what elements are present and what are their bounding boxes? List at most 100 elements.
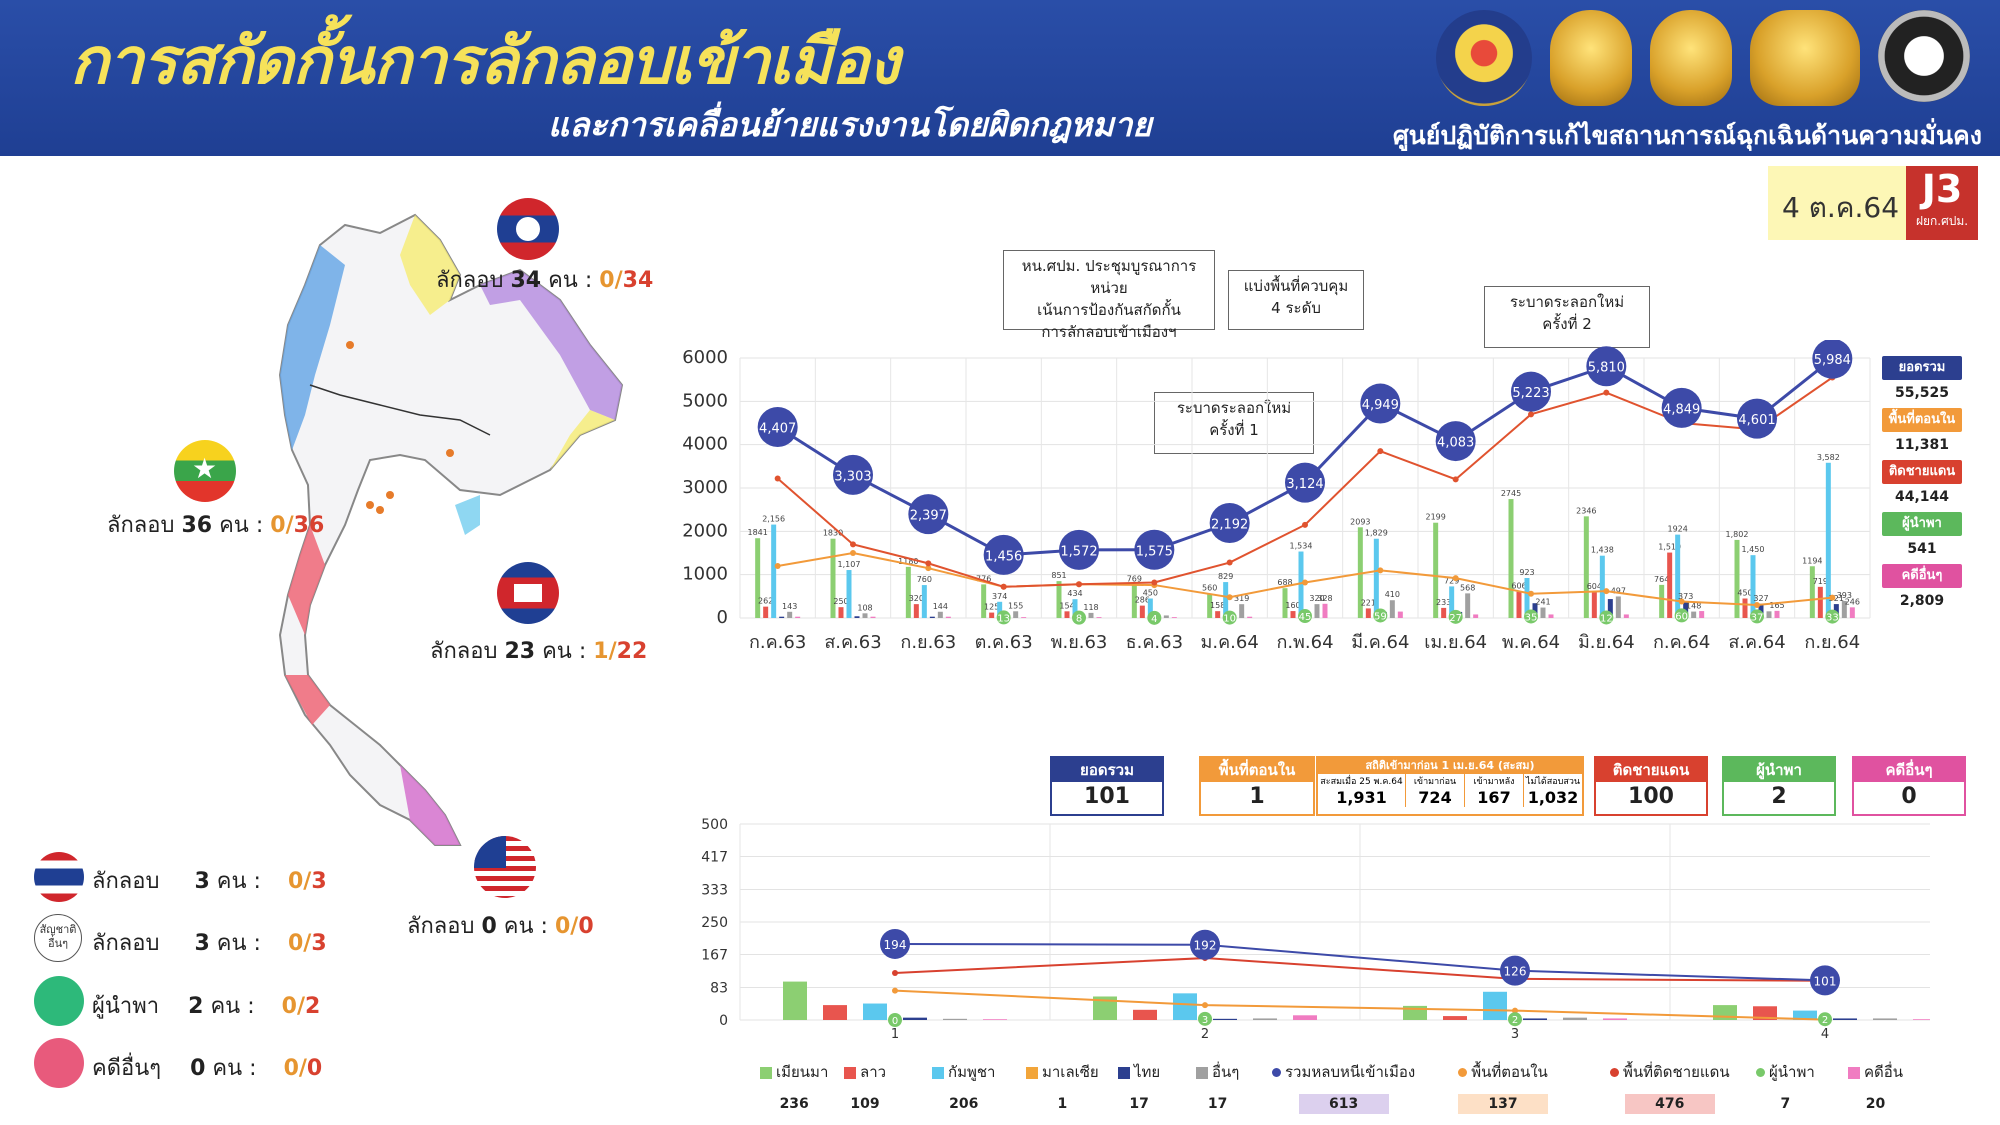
legend-item: ไทย 17 — [1118, 1060, 1160, 1114]
side-kpi-label: ติดชายแดน — [1882, 460, 1962, 484]
bar-เมียนมา — [981, 584, 987, 618]
myanmar-a: 0 — [270, 513, 286, 538]
point-ยอดรวม — [1209, 503, 1250, 544]
legend-swatch-icon — [1610, 1068, 1619, 1077]
bar-ลาว — [989, 612, 995, 618]
summary-inland-value: 1 — [1249, 784, 1265, 809]
point-value-label: 59 — [1374, 611, 1387, 622]
myanmar-prefix: ลักลอบ — [107, 513, 175, 538]
side-kpi-value: 11,381 — [1894, 437, 1950, 453]
cambodia-prefix: ลักลอบ — [430, 639, 498, 664]
point-พื้นที่ตอนใน — [1528, 590, 1534, 597]
point-value-label: 1,572 — [1060, 544, 1097, 559]
stats-col-value: 167 — [1477, 788, 1511, 807]
map-boundary-line — [309, 384, 491, 436]
point-ยอดรวม — [757, 407, 798, 448]
bar-อื่นๆ — [1465, 593, 1471, 618]
legend-item: ผู้นำพา 7 — [1756, 1060, 1815, 1114]
bar-อื่นๆ — [1615, 596, 1621, 618]
legend-label: เมียนมา — [776, 1063, 829, 1081]
legend-item: มาเลเซีย 1 — [1026, 1060, 1099, 1114]
stats-col-label: เข้ามาหลัง — [1473, 777, 1515, 787]
bar-value-label: 923 — [1519, 568, 1534, 577]
malaysia-count-value: 0 — [481, 914, 497, 939]
bar-ลาว — [1742, 598, 1748, 618]
legend-item: พื้นที่ตอนใน 137 — [1458, 1060, 1548, 1114]
callout-line: ระบาดระลอกใหม่ — [1176, 399, 1292, 417]
y-tick-label: 4000 — [682, 434, 728, 455]
bar-คดีอื่นๆ — [1473, 614, 1479, 618]
bar-กัมพูชา — [1147, 598, 1153, 618]
bar-ไทย — [1607, 599, 1613, 618]
legend-value: 137 — [1458, 1094, 1548, 1114]
bar-value-label: 2,156 — [762, 515, 785, 524]
left-legend-other-nationality: ลักลอบ 3 คน : 0/3 — [92, 931, 327, 956]
legend-row: กัมพูชา — [932, 1060, 995, 1084]
laos-count-value: 34 — [510, 268, 542, 293]
bar-คดีอื่นๆ — [870, 616, 876, 618]
point-value-label: 3,124 — [1286, 477, 1323, 492]
legend-item: คดีอื่น 20 — [1848, 1060, 1903, 1114]
bar-value-label: 118 — [1083, 603, 1098, 612]
bar-value-label: 1830 — [823, 529, 843, 538]
point-ผู้นำพา — [1825, 609, 1840, 624]
stats-col-label: ไม่ได้สอบสวน — [1525, 777, 1581, 787]
y-tick-label: 5000 — [682, 390, 728, 411]
bar-อื่นๆ — [1691, 611, 1697, 618]
x-tick-label: ก.ค.64 — [1653, 632, 1710, 653]
point-ยอดรวม — [1285, 462, 1325, 503]
stats-col-label: เข้ามาก่อน — [1413, 777, 1457, 787]
callout-line: ครั้งที่ 2 — [1542, 315, 1592, 333]
report-date: 4 ต.ค.64 — [1782, 191, 1900, 224]
bar-value-label: 568 — [1460, 583, 1475, 592]
y-tick-label: 417 — [701, 850, 728, 866]
legend-value: 206 — [949, 1096, 979, 1112]
monthly-chart: 0 1000 2000 3000 4000 5000 6000 ก.ค.63 ส.ค.63 ก.ย… — [682, 340, 1871, 653]
other-nationality-icon: สัญชาติอื่นๆ — [34, 914, 82, 962]
bar-ลาว — [1064, 611, 1070, 618]
bar-กัมพูชา — [1173, 993, 1197, 1020]
agency-name: ศูนย์ปฏิบัติการแก้ไขสถานการณ์ฉุกเฉินด้าน… — [1392, 121, 1982, 150]
stats-col: เข้ามาหลัง 167 — [1465, 774, 1524, 807]
point-พื้นที่ตอนใน — [850, 550, 856, 556]
summary-inland-label: พื้นที่ตอนใน — [1201, 758, 1313, 782]
legend-label: ลักลอบ — [92, 869, 160, 894]
bar-value-label: 250 — [833, 597, 848, 606]
bar-อื่นๆ — [1013, 611, 1019, 618]
legend-label: คดีอื่น — [1864, 1063, 1904, 1081]
map-zone-west-red — [288, 525, 325, 635]
map-incident-dot — [446, 449, 454, 457]
cambodia-count: ลักลอบ 23 คน : 1/22 — [430, 639, 648, 664]
bar-value-label: 450 — [1737, 589, 1752, 598]
summary-inland: พื้นที่ตอนใน 1 — [1199, 756, 1315, 816]
legend-value: 109 — [850, 1096, 880, 1112]
point-value-label: 101 — [1814, 974, 1837, 988]
bar-value-label: 108 — [857, 603, 872, 612]
bar-คดีอื่นๆ — [1849, 607, 1855, 618]
y-tick-label: 0 — [719, 1013, 728, 1029]
point-ยอดรวม — [1586, 346, 1627, 387]
side-kpi-value: 44,144 — [1894, 489, 1950, 505]
laos-unit: คน — [548, 268, 578, 293]
legend-value: 476 — [1624, 1094, 1715, 1114]
point-value-label: 1,575 — [1136, 544, 1173, 559]
callout-line: ครั้งที่ 1 — [1209, 421, 1259, 439]
legend-row: ไทย — [1118, 1060, 1160, 1084]
bar-ลาว — [1591, 591, 1597, 618]
legend-label: มาเลเซีย — [1042, 1063, 1099, 1081]
bar-ไทย — [1833, 1018, 1857, 1020]
summary-border-value: 100 — [1628, 784, 1674, 809]
callout-line: ระบาดระลอกใหม่ — [1509, 293, 1625, 311]
bar-กัมพูชา — [1072, 599, 1078, 618]
point-ยอดรวม — [833, 454, 873, 495]
legend-count: 2 — [188, 994, 204, 1019]
legend-value: 1 — [1057, 1096, 1068, 1112]
stats-header: สถิติเข้ามาก่อน 1 เม.ย.64 (สะสม) — [1318, 758, 1582, 774]
bar-กัมพูชา — [1825, 462, 1831, 618]
point-ติดชายแดน — [850, 541, 856, 548]
bar-value-label: 410 — [1385, 590, 1400, 599]
point-value-label: 4,083 — [1437, 436, 1474, 451]
bar-ลาว — [1441, 607, 1447, 618]
stats-col: เข้ามาก่อน 724 — [1406, 774, 1465, 807]
